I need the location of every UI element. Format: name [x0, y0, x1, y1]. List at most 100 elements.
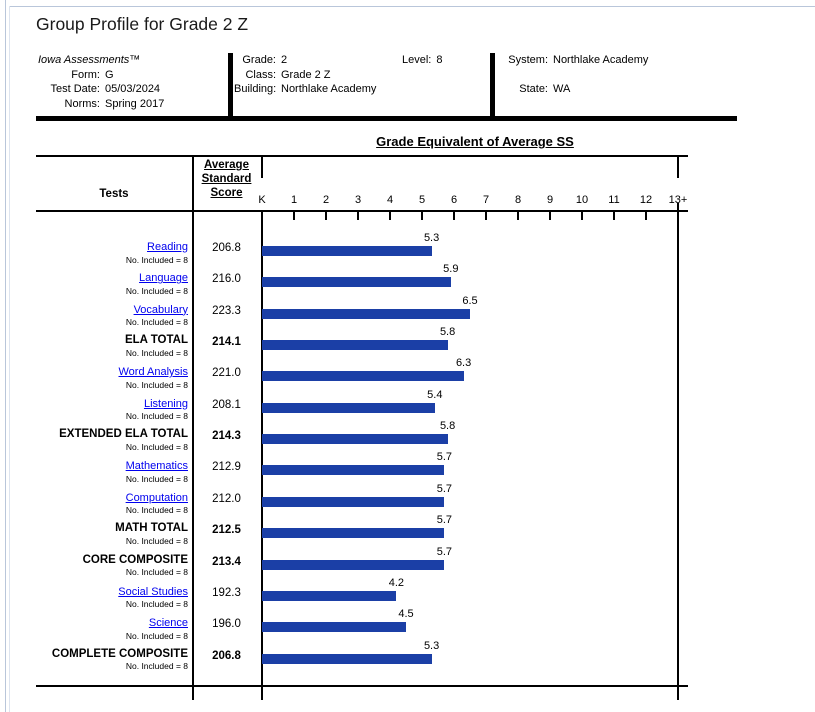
grade-equivalent-bar-vocabulary: [262, 308, 470, 319]
axis-tick-8: [517, 212, 519, 220]
grade13-gridline: [677, 203, 679, 700]
test-name-vocabulary[interactable]: Vocabulary: [133, 303, 188, 316]
axis-label-7: 7: [482, 194, 490, 206]
tests-column-header: Tests: [99, 188, 129, 200]
test-name-core-composite: CORE COMPOSITE: [82, 553, 188, 566]
test-row-core-composite: CORE COMPOSITE No. Included = 8: [36, 554, 188, 578]
form-value: G: [105, 68, 114, 81]
form-label: Form:: [71, 68, 100, 81]
k-gridline: [261, 210, 263, 700]
grade-value: 2: [281, 54, 288, 66]
axis-tick-5: [421, 212, 423, 220]
viewport-frame-top: [10, 6, 815, 7]
test-name-ela-total: ELA TOTAL: [124, 334, 188, 347]
average-standard-score-vocabulary: 223.3: [212, 304, 241, 317]
average-standard-score-mathematics: 212.9: [212, 461, 241, 474]
grade-equivalent-value-reading: 5.3: [423, 232, 440, 244]
no-included-label: No. Included = 8: [125, 317, 188, 328]
grade-equivalent-value-language: 5.9: [443, 263, 459, 276]
test-name-computation[interactable]: Computation: [125, 491, 188, 504]
axis-label-3: 3: [354, 194, 362, 206]
test-name-math-total: MATH TOTAL: [115, 522, 188, 535]
table-bottom-border: [36, 685, 688, 687]
no-included-label: No. Included = 8: [125, 347, 188, 358]
axis-label-8: 8: [514, 194, 522, 206]
grade-label: Grade:: [242, 54, 276, 66]
norms-value: Spring 2017: [105, 97, 165, 110]
grade-equivalent-value-word-analysis: 6.3: [455, 357, 472, 370]
no-included-label: No. Included = 8: [125, 473, 188, 484]
axis-tick-4: [389, 212, 391, 220]
axis-tick-12: [645, 212, 647, 220]
grade-equivalent-value-vocabulary: 6.5: [462, 294, 478, 307]
no-included-label: No. Included = 8: [125, 661, 188, 672]
test-name-complete-composite: COMPLETE COMPOSITE: [51, 647, 188, 660]
no-included-label: No. Included = 8: [125, 599, 188, 610]
test-date-row: Test Date: 05/03/2024: [36, 82, 224, 97]
test-row-mathematics: Mathematics No. Included = 8: [36, 459, 188, 484]
class-row: Class: Grade 2 Z: [234, 68, 484, 83]
test-name-social-studies[interactable]: Social Studies: [118, 585, 188, 598]
test-row-computation: Computation No. Included = 8: [36, 491, 188, 516]
no-included-label: No. Included = 8: [125, 379, 188, 390]
state-row: State: WA: [498, 82, 738, 97]
axis-baseline: [36, 210, 688, 212]
test-row-social-studies: Social Studies No. Included = 8: [36, 585, 188, 610]
axis-tick-3: [357, 212, 359, 220]
norms-label: Norms:: [64, 97, 100, 110]
axis-label-k: K: [258, 194, 266, 206]
axis-label-2: 2: [322, 194, 330, 206]
axis-tick-11: [613, 212, 615, 220]
test-row-math-total: MATH TOTAL No. Included = 8: [36, 522, 188, 546]
product-name: Iowa Assessments™: [38, 54, 141, 66]
viewport-frame-left-inner: [9, 6, 10, 712]
test-date-label: Test Date:: [50, 83, 100, 95]
test-row-vocabulary: Vocabulary No. Included = 8: [36, 303, 188, 328]
average-standard-score-social-studies: 192.3: [212, 586, 241, 599]
level-label: Level:: [402, 54, 432, 66]
level-value: 8: [436, 54, 443, 66]
average-standard-score-math-total: 212.5: [212, 524, 241, 537]
average-standard-score-word-analysis: 221.0: [212, 367, 241, 380]
building-row: Building: Northlake Academy: [234, 82, 484, 97]
level-row: Level: 8: [402, 53, 442, 68]
test-name-reading[interactable]: Reading: [147, 241, 188, 253]
test-name-mathematics[interactable]: Mathematics: [125, 460, 188, 473]
grade-equivalent-value-science: 4.5: [398, 608, 414, 621]
grade-equivalent-value-ela-total: 5.8: [439, 326, 456, 339]
average-standard-score-complete-composite: 206.8: [212, 649, 241, 662]
test-name-science[interactable]: Science: [148, 617, 188, 630]
page-title: Group Profile for Grade 2 Z: [36, 14, 249, 34]
no-included-label: No. Included = 8: [125, 285, 188, 296]
test-name-language[interactable]: Language: [139, 272, 188, 285]
state-label: State:: [519, 83, 548, 95]
grade-equivalent-bar-science: [262, 622, 406, 633]
test-name-listening[interactable]: Listening: [143, 397, 188, 410]
grade-equivalent-bar-listening: [262, 402, 435, 413]
header-divider-1: [228, 53, 233, 118]
grade-equivalent-value-complete-composite: 5.3: [423, 639, 440, 652]
average-standard-score-reading: 206.8: [212, 242, 241, 254]
test-row-word-analysis: Word Analysis No. Included = 8: [36, 365, 189, 390]
header-divider-2: [490, 53, 495, 118]
norms-row: Norms: Spring 2017: [36, 97, 224, 112]
header-bottom-rule: [36, 116, 737, 121]
average-standard-score-core-composite: 213.4: [212, 555, 241, 568]
grade-equivalent-bar-language: [262, 277, 451, 288]
average-standard-score-science: 196.0: [212, 618, 241, 631]
grade-equivalent-bar-complete-composite: [262, 653, 432, 664]
grade-equivalent-value-extended-ela-total: 5.8: [439, 420, 456, 433]
form-row: Form: G: [36, 68, 224, 83]
test-date-value: 05/03/2024: [105, 83, 161, 95]
test-name-extended-ela-total: EXTENDED ELA TOTAL: [59, 428, 188, 441]
building-value: Northlake Academy: [281, 83, 377, 95]
test-row-listening: Listening No. Included = 8: [36, 397, 188, 422]
average-standard-score-extended-ela-total: 214.3: [212, 430, 241, 443]
no-included-label: No. Included = 8: [125, 630, 188, 641]
grade-equivalent-bar-mathematics: [262, 465, 445, 476]
no-included-label: No. Included = 8: [125, 535, 188, 546]
test-name-word-analysis[interactable]: Word Analysis: [118, 366, 189, 379]
grade-equivalent-bar-math-total: [262, 528, 445, 539]
grade-equivalent-bar-core-composite: [262, 559, 445, 570]
chart-title: Grade Equivalent of Average SS: [376, 134, 574, 149]
